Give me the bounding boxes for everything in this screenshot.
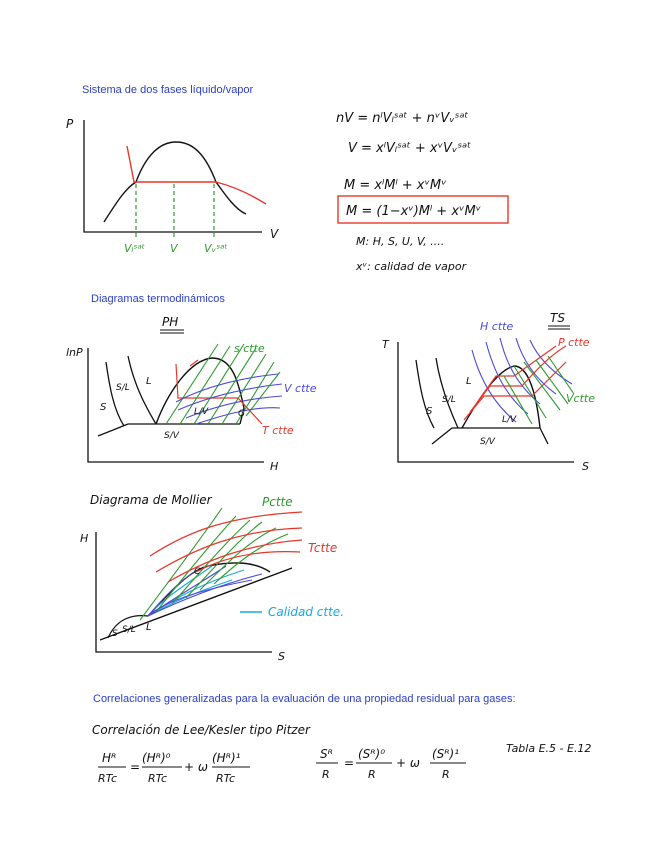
pv-axis-v: V: [270, 227, 279, 241]
ts-label-pctte: P ctte: [558, 336, 590, 349]
heading-correlations: Correlaciones generalizadas para la eval…: [93, 693, 516, 705]
equation-4-box: [337, 195, 509, 224]
ph-title: PH: [162, 315, 178, 329]
note-properties: M: H, S, U, V, ....: [356, 235, 444, 248]
equation-3: M = xˡMˡ + xᵛMᵛ: [344, 178, 447, 193]
mollier-axes: [95, 532, 272, 653]
s-term0-num: (Sᴿ)⁰: [358, 747, 385, 761]
mollier-region-l: L: [146, 622, 152, 633]
mollier-diagram: Diagrama de Mollier H S: [80, 493, 344, 663]
h-plus-omega: + ω: [184, 760, 208, 774]
h-term0-den: RTc: [148, 772, 167, 785]
ph-region-l: L: [146, 376, 152, 387]
ph-label-vctte: V ctte: [284, 382, 317, 395]
s-term0-den: R: [368, 768, 376, 781]
h-lhs-num: Hᴿ: [102, 751, 116, 765]
ts-axis-x: S: [582, 460, 589, 473]
mollier-label-calidad: Calidad ctte.: [268, 605, 344, 619]
ph-axis-y: lnP: [66, 346, 83, 359]
ph-axes: [87, 348, 264, 463]
pv-label-vv: Vᵥˢᵃᵗ: [204, 242, 228, 255]
s-term1-den: R: [442, 768, 450, 781]
ts-title: TS: [550, 311, 565, 325]
equations: nV = nˡVₗˢᵃᵗ + nᵛVᵥˢᵃᵗ V = xˡVₗˢᵃᵗ + xᵛV…: [336, 111, 509, 273]
h-equals: =: [130, 760, 140, 774]
s-lhs-num: Sᴿ: [320, 747, 333, 761]
mollier-label-tctte: Tctte: [308, 541, 337, 555]
s-lhs-den: R: [322, 768, 330, 781]
mollier-point-c: C: [194, 567, 201, 577]
ts-region-l: L: [466, 376, 472, 387]
h-term1-num: (Hᴿ)¹: [212, 751, 241, 765]
heading-diagrams: Diagramas termodinámicos: [91, 293, 225, 305]
equation-4: M = (1−xᵛ)Mˡ + xᵛMᵛ: [346, 204, 481, 219]
pv-label-vl: Vₗˢᵃᵗ: [124, 242, 145, 255]
ts-axis-y: T: [382, 338, 390, 351]
s-equals: =: [344, 756, 354, 770]
mollier-label-pctte: Pctte: [262, 495, 293, 509]
pv-axis-p: P: [66, 117, 74, 131]
pv-axes: [83, 120, 262, 233]
ts-label-hctte: H ctte: [480, 320, 513, 333]
mollier-region-s: S: [112, 629, 118, 639]
ts-region-lv: L/V: [502, 415, 517, 425]
pv-label-v: V: [170, 242, 179, 255]
pv-plot: P V Vₗˢᵃᵗ V Vᵥˢᵃᵗ: [66, 117, 279, 255]
ts-label-vctte: Vctte: [566, 392, 595, 405]
ph-axis-x: H: [270, 460, 278, 473]
heading-two-phase: Sistema de dos fases líquido/vapor: [82, 84, 254, 96]
ts-region-sv: S/V: [480, 437, 496, 447]
equation-1: nV = nˡVₗˢᵃᵗ + nᵛVᵥˢᵃᵗ: [336, 111, 469, 126]
s-plus-omega: + ω: [396, 756, 420, 770]
h-term1-den: RTc: [216, 772, 235, 785]
ph-region-sl: S/L: [116, 383, 130, 393]
note-quality: xᵛ: calidad de vapor: [355, 260, 468, 273]
ph-region-sv: S/V: [164, 431, 180, 441]
equation-2: V = xˡVₗˢᵃᵗ + xᵛVᵥˢᵃᵗ: [348, 141, 471, 156]
h-term0-num: (Hᴿ)⁰: [142, 751, 171, 765]
ph-diagram: PH lnP H: [66, 315, 317, 473]
h-lhs-den: RTc: [98, 772, 117, 785]
correlation: Correlación de Lee/Kesler tipo Pitzer Hᴿ…: [92, 723, 591, 785]
ts-axes: [397, 342, 574, 463]
ts-region-s: S: [426, 406, 433, 417]
mollier-region-sl: S/L: [122, 625, 136, 635]
correlation-title: Correlación de Lee/Kesler tipo Pitzer: [92, 723, 311, 737]
mollier-axis-y: H: [80, 532, 88, 545]
s-term1-num: (Sᴿ)¹: [432, 747, 459, 761]
ph-region-s: S: [100, 402, 107, 413]
mollier-title: Diagrama de Mollier: [90, 493, 213, 507]
tabla-reference: Tabla E.5 - E.12: [506, 742, 591, 755]
ph-label-tctte: T ctte: [262, 424, 294, 437]
ph-label-sctte: s ctte: [234, 342, 265, 355]
pv-isotherm: [126, 145, 267, 205]
ts-region-sl: S/L: [442, 395, 456, 405]
ts-diagram: TS T S: [382, 311, 595, 473]
ph-region-g: G: [238, 409, 245, 419]
ph-region-lv: L/V: [194, 407, 209, 417]
pv-dome: [103, 141, 247, 223]
mollier-axis-x: S: [278, 650, 285, 663]
